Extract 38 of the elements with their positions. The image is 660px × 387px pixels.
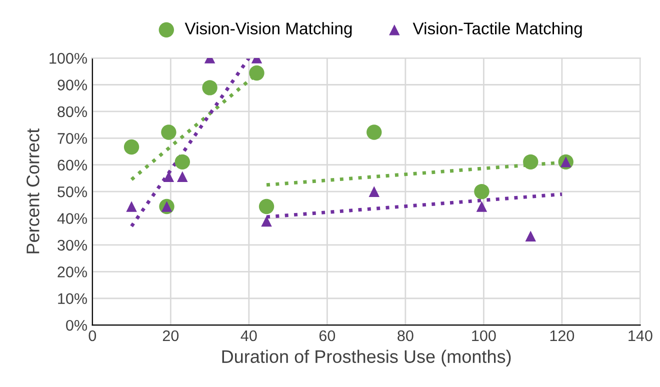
x-tick-label: 80 bbox=[398, 330, 414, 342]
y-tick-label: 90% bbox=[58, 80, 87, 90]
y-tick-label: 0% bbox=[66, 320, 87, 331]
y-tick-label: 80% bbox=[58, 106, 87, 118]
y-tick-label: 100% bbox=[50, 52, 87, 64]
point bbox=[177, 171, 188, 182]
y-tick-label: 40% bbox=[57, 213, 87, 224]
point bbox=[525, 230, 536, 242]
y-tick-label: 60% bbox=[58, 160, 87, 171]
point bbox=[476, 201, 488, 212]
point bbox=[261, 216, 272, 227]
point bbox=[249, 65, 264, 81]
y-tick-label: 10% bbox=[58, 293, 87, 304]
x-tick-label: 20 bbox=[162, 330, 179, 342]
y-axis-title: Percent Correct bbox=[26, 128, 40, 254]
x-tick-label: 0 bbox=[88, 330, 96, 342]
x-tick-label: 120 bbox=[550, 330, 574, 342]
point bbox=[202, 80, 218, 96]
x-tick-label: 140 bbox=[628, 330, 652, 342]
point bbox=[126, 201, 137, 212]
point bbox=[368, 186, 380, 197]
y-tick-label: 20% bbox=[58, 266, 87, 278]
point bbox=[174, 154, 190, 170]
x-tick-label: 40 bbox=[240, 330, 257, 342]
legend-label: Vision-Tactile Matching bbox=[412, 22, 582, 38]
y-tick-label: 30% bbox=[58, 240, 87, 251]
x-tick-label: 60 bbox=[319, 330, 336, 342]
point bbox=[161, 124, 176, 140]
legend-label: Vision-Vision Matching bbox=[184, 22, 352, 38]
point bbox=[474, 184, 490, 200]
point bbox=[258, 198, 274, 214]
x-tick-label: 100 bbox=[472, 330, 496, 342]
y-tick-label: 70% bbox=[58, 133, 87, 144]
point bbox=[366, 124, 382, 140]
y-tick-label: 50% bbox=[58, 186, 87, 198]
point bbox=[523, 154, 538, 170]
x-axis-title: Duration of Prosthesis Use (months) bbox=[222, 350, 511, 367]
point bbox=[124, 139, 140, 155]
